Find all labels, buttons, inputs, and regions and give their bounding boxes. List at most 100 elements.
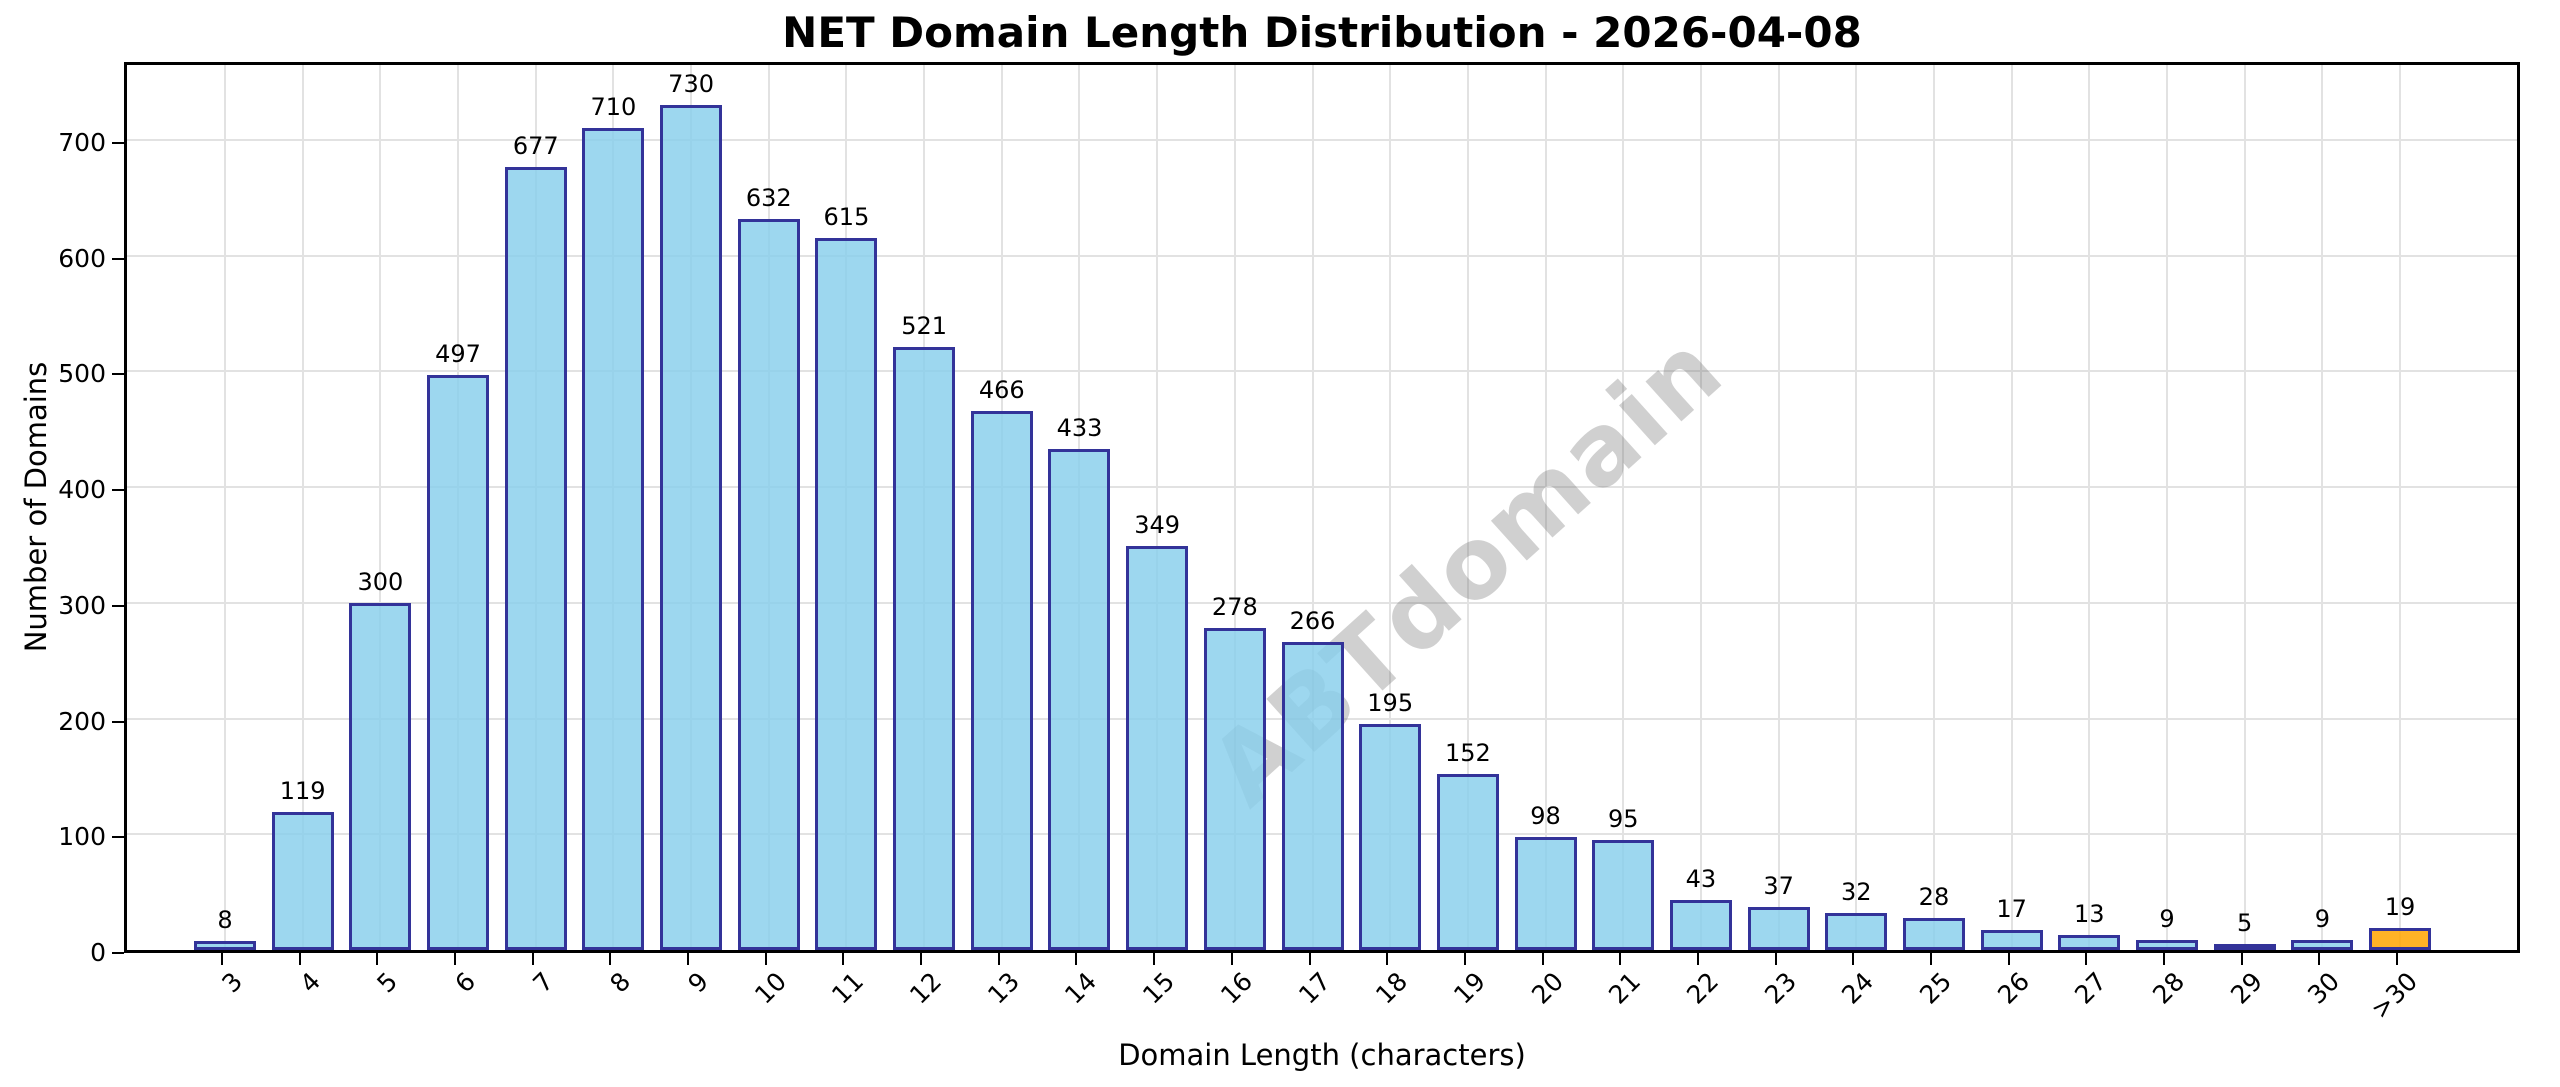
h-gridline <box>127 139 2517 141</box>
x-tick <box>842 953 845 965</box>
bar-value-label: 32 <box>1840 878 1872 906</box>
bar <box>1825 913 1888 950</box>
x-tick-label: 17 <box>1292 966 1336 1010</box>
y-tick-label: 700 <box>58 128 106 157</box>
x-tick <box>1230 953 1233 965</box>
x-tick-label: 11 <box>826 966 870 1010</box>
y-tick <box>112 836 124 839</box>
x-tick-label: 13 <box>981 966 1025 1010</box>
x-tick <box>376 953 379 965</box>
x-tick <box>1619 953 1622 965</box>
y-tick-label: 0 <box>90 938 106 967</box>
bar <box>893 347 956 950</box>
h-gridline <box>127 601 2517 604</box>
bar <box>582 128 645 950</box>
x-tick-label: 30 <box>2302 966 2346 1010</box>
x-tick-label: 29 <box>2224 966 2268 1010</box>
bar <box>2136 940 2198 950</box>
x-tick-label: 8 <box>604 966 637 999</box>
x-tick-label: 26 <box>1991 966 2035 1010</box>
bar-value-label: 730 <box>668 70 714 98</box>
bar <box>504 167 567 950</box>
y-tick <box>112 257 124 260</box>
bar <box>271 812 334 950</box>
y-tick-label: 500 <box>58 359 106 389</box>
bar-value-label: 19 <box>2384 893 2416 921</box>
x-tick-label: 19 <box>1447 966 1491 1010</box>
y-tick-label: 300 <box>58 590 106 620</box>
plot-area: ABTdomain 8 119 300 497 677 710 730 632 615 521 46… <box>124 62 2520 953</box>
x-tick-label: 23 <box>1758 966 1802 1010</box>
bar <box>2291 940 2354 950</box>
bar-value-label: 433 <box>1056 414 1103 442</box>
bar <box>1281 642 1344 950</box>
x-tick-label: 14 <box>1059 966 1103 1010</box>
bar-value-label: 28 <box>1918 883 1950 911</box>
bar <box>349 603 412 950</box>
x-tick <box>2240 953 2243 965</box>
x-tick <box>997 953 1000 965</box>
y-tick-label: 600 <box>58 243 106 273</box>
y-tick-label: 400 <box>58 475 106 505</box>
bar-value-label: 5 <box>2237 909 2253 937</box>
v-gridline <box>379 65 382 950</box>
v-gridline <box>1233 65 1236 950</box>
bar <box>737 219 800 950</box>
x-tick-label: 28 <box>2147 966 2191 1010</box>
x-tick-label: 7 <box>527 966 559 999</box>
x-tick-label: 15 <box>1137 966 1181 1010</box>
x-tick <box>2396 953 2399 965</box>
h-gridline <box>127 370 2517 373</box>
bar <box>194 941 256 950</box>
bar <box>660 105 723 950</box>
bar-value-label: 615 <box>823 203 870 231</box>
x-tick <box>1153 953 1156 965</box>
bar <box>427 375 490 950</box>
v-gridline <box>301 65 304 950</box>
bar <box>2058 935 2121 950</box>
bar-value-label: 466 <box>978 376 1025 404</box>
v-gridline <box>1466 65 1469 950</box>
bar-value-label: 497 <box>435 340 481 368</box>
bar-value-label: 95 <box>1607 805 1639 833</box>
y-tick <box>112 952 124 954</box>
bar <box>815 238 878 950</box>
bar-value-label: 710 <box>590 93 637 121</box>
v-gridline <box>1156 65 1159 950</box>
x-tick-label: 24 <box>1836 966 1880 1010</box>
x-tick-label: 10 <box>748 966 792 1010</box>
x-tick-label: 12 <box>904 966 948 1010</box>
x-tick <box>609 953 612 965</box>
v-gridline <box>1932 65 1935 950</box>
y-tick <box>112 604 124 607</box>
x-tick <box>1075 953 1078 965</box>
x-tick-label: 3 <box>216 966 249 999</box>
x-tick <box>1929 953 1932 965</box>
x-tick <box>1774 953 1777 965</box>
x-tick <box>298 953 301 965</box>
bar-value-label: 195 <box>1367 689 1414 717</box>
bar <box>1203 628 1266 950</box>
bar <box>1514 837 1577 950</box>
bar-value-label: 349 <box>1134 511 1181 539</box>
y-tick <box>112 373 124 376</box>
x-tick-label: 4 <box>294 966 326 999</box>
x-tick-label: 22 <box>1680 966 1724 1010</box>
bar <box>1048 449 1111 950</box>
v-gridline <box>1622 65 1625 950</box>
x-tick <box>764 953 767 965</box>
x-tick <box>2007 953 2010 965</box>
bars-layer <box>127 65 2517 950</box>
x-tick-label: 21 <box>1603 966 1647 1010</box>
x-tick <box>2318 953 2321 965</box>
bar-value-label: 266 <box>1289 607 1336 635</box>
x-tick <box>531 953 534 965</box>
x-tick-label: 20 <box>1525 966 1569 1010</box>
x-tick <box>1541 953 1544 965</box>
bar-value-label: 300 <box>357 568 404 596</box>
v-gridline <box>2166 65 2168 950</box>
bar <box>1980 930 2043 950</box>
x-tick-label: 6 <box>449 966 482 999</box>
bar-value-label: 98 <box>1530 802 1561 830</box>
